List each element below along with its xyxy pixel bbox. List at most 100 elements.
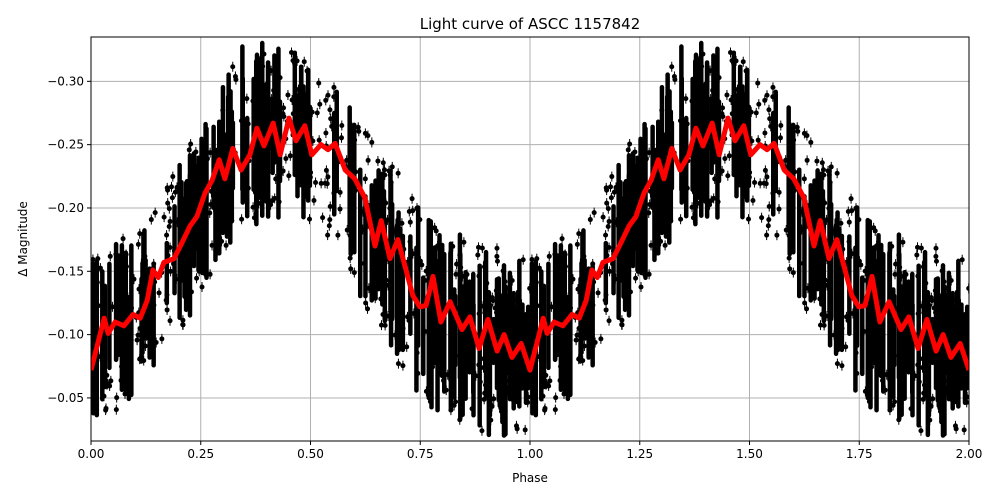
observation-point bbox=[739, 99, 745, 105]
observation-point bbox=[548, 304, 554, 310]
observation-point bbox=[799, 209, 805, 215]
observation-point bbox=[121, 386, 127, 392]
observation-point bbox=[451, 402, 457, 408]
observation-point bbox=[835, 302, 841, 308]
observation-point bbox=[560, 386, 566, 392]
observation-point bbox=[404, 344, 410, 350]
observation-point bbox=[120, 369, 126, 375]
observation-point bbox=[188, 255, 194, 261]
observation-point bbox=[410, 208, 416, 214]
observation-point bbox=[918, 245, 924, 251]
observation-point bbox=[609, 174, 615, 180]
observation-point bbox=[238, 118, 244, 124]
observation-point bbox=[839, 363, 845, 369]
observation-point bbox=[458, 264, 464, 270]
observation-point bbox=[901, 307, 907, 313]
observation-point bbox=[821, 172, 827, 178]
observation-point bbox=[220, 107, 226, 113]
observation-point bbox=[293, 149, 299, 155]
observation-point bbox=[933, 245, 939, 251]
observation-point bbox=[135, 332, 141, 338]
observation-point bbox=[285, 92, 291, 98]
observation-point bbox=[388, 179, 394, 185]
observation-point bbox=[683, 96, 689, 102]
observation-point bbox=[365, 157, 371, 163]
observation-point bbox=[581, 343, 587, 349]
observation-point bbox=[632, 149, 638, 155]
observation-point bbox=[966, 285, 969, 291]
observation-point bbox=[97, 265, 103, 271]
observation-point bbox=[961, 427, 967, 433]
observation-point bbox=[250, 204, 256, 210]
observation-point bbox=[804, 157, 810, 163]
observation-point bbox=[640, 157, 646, 163]
observation-point bbox=[91, 256, 96, 262]
observation-point bbox=[668, 218, 674, 224]
observation-point bbox=[389, 164, 395, 170]
observation-point bbox=[724, 92, 730, 98]
observation-point bbox=[959, 322, 965, 328]
observation-point bbox=[918, 428, 924, 434]
observation-point bbox=[776, 189, 782, 195]
observation-point bbox=[430, 253, 436, 259]
observation-point bbox=[271, 87, 277, 93]
observation-point bbox=[884, 372, 890, 378]
observation-point bbox=[485, 355, 491, 361]
observation-point bbox=[153, 339, 159, 345]
observation-point bbox=[122, 279, 128, 285]
observation-point bbox=[558, 363, 564, 369]
observation-point bbox=[215, 238, 221, 244]
observation-point bbox=[762, 130, 768, 136]
observation-point bbox=[487, 389, 493, 395]
observation-point bbox=[783, 157, 789, 163]
observation-point bbox=[948, 278, 954, 284]
observation-point bbox=[213, 227, 219, 233]
observation-point bbox=[817, 260, 823, 266]
observation-point bbox=[557, 377, 563, 383]
observation-point bbox=[527, 285, 533, 291]
observation-point bbox=[396, 302, 402, 308]
observation-point bbox=[207, 150, 213, 156]
observation-point bbox=[352, 188, 358, 194]
observation-point bbox=[743, 68, 749, 74]
observation-point bbox=[392, 332, 398, 338]
observation-point bbox=[385, 217, 391, 223]
observation-point bbox=[245, 121, 251, 127]
observation-point bbox=[497, 308, 503, 314]
observation-point bbox=[314, 110, 320, 116]
observation-point bbox=[790, 270, 796, 276]
observation-point bbox=[450, 319, 456, 325]
observation-point bbox=[874, 359, 880, 365]
observation-point bbox=[608, 195, 614, 201]
observation-point bbox=[610, 261, 616, 267]
observation-point bbox=[948, 396, 954, 402]
observation-point bbox=[705, 68, 711, 74]
observation-point bbox=[300, 99, 306, 105]
observation-point bbox=[958, 369, 964, 375]
observation-point bbox=[180, 317, 186, 323]
observation-point bbox=[520, 257, 526, 263]
observation-point bbox=[435, 274, 441, 280]
observation-point bbox=[380, 311, 386, 317]
observation-point bbox=[765, 223, 771, 229]
observation-point bbox=[915, 244, 921, 250]
observation-point bbox=[123, 251, 129, 257]
observation-point bbox=[478, 356, 484, 362]
observation-point bbox=[135, 241, 141, 247]
observation-point bbox=[719, 111, 725, 117]
observation-point bbox=[137, 325, 143, 331]
observation-point bbox=[603, 185, 609, 191]
observation-point bbox=[557, 259, 563, 265]
observation-point bbox=[819, 311, 825, 317]
observation-point bbox=[849, 251, 855, 257]
observation-point bbox=[250, 98, 256, 104]
observation-point bbox=[811, 295, 817, 301]
observation-point bbox=[564, 329, 570, 335]
observation-point bbox=[353, 169, 359, 175]
observation-point bbox=[896, 252, 902, 258]
observation-point bbox=[715, 199, 721, 205]
observation-point bbox=[362, 176, 368, 182]
observation-point bbox=[167, 218, 173, 224]
observation-point bbox=[522, 427, 528, 433]
observation-point bbox=[726, 153, 732, 159]
